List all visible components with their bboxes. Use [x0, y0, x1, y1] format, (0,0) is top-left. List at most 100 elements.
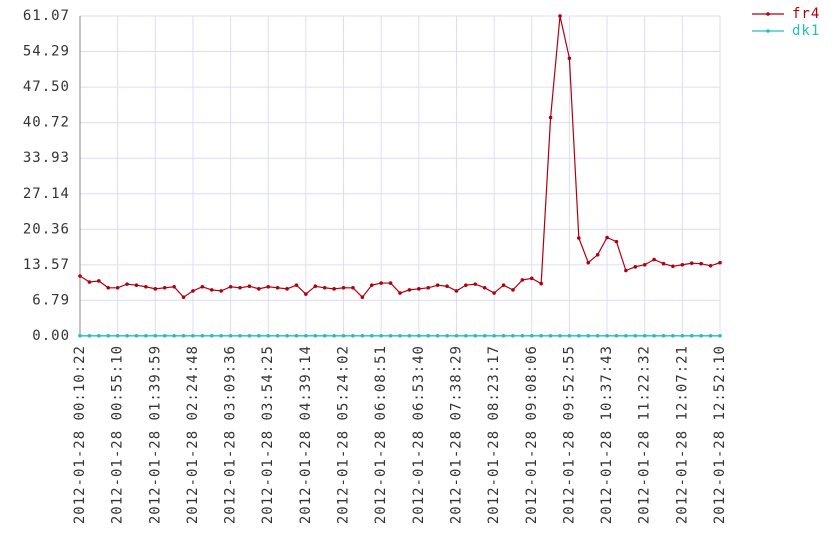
x-tick-label: 2012-01-28 06:08:51 — [373, 345, 389, 524]
data-point — [511, 333, 515, 338]
data-point — [341, 285, 346, 290]
data-point — [708, 333, 713, 338]
data-point — [191, 333, 195, 338]
data-point — [407, 333, 412, 338]
y-tick-label: 6.79 — [32, 292, 70, 308]
data-point — [341, 333, 346, 338]
data-point — [200, 333, 205, 338]
data-point — [209, 288, 214, 292]
data-point — [511, 288, 515, 292]
data-point — [454, 289, 459, 293]
data-point — [369, 333, 374, 338]
data-point — [228, 284, 233, 289]
data-point — [492, 333, 496, 338]
x-tick-label: 2012-01-28 06:53:40 — [411, 345, 427, 524]
data-point — [633, 265, 638, 269]
legend-label: fr4 — [792, 6, 820, 22]
data-point — [652, 257, 656, 262]
data-point — [624, 268, 628, 273]
data-point — [322, 333, 327, 338]
data-point — [699, 261, 703, 266]
x-tick-label: 2012-01-28 07:38:29 — [448, 345, 464, 524]
x-tick-label: 2012-01-28 09:08:06 — [524, 345, 540, 524]
data-point — [181, 295, 186, 300]
data-point — [106, 333, 111, 338]
data-point — [181, 333, 186, 338]
data-point — [558, 14, 562, 18]
data-point — [718, 260, 722, 265]
data-point — [539, 281, 543, 286]
data-point — [294, 333, 299, 338]
data-point — [191, 289, 195, 293]
data-point — [520, 333, 525, 338]
data-point — [219, 333, 223, 338]
x-tick-label: 2012-01-28 04:39:14 — [298, 345, 314, 524]
data-point — [398, 291, 402, 295]
data-point — [266, 333, 271, 338]
data-point — [106, 285, 111, 290]
x-tick-label: 2012-01-28 11:22:32 — [637, 345, 653, 524]
data-point — [671, 333, 675, 338]
x-tick-label: 2012-01-28 12:07:21 — [674, 345, 690, 524]
x-tick-label: 2012-01-28 08:23:17 — [486, 345, 502, 524]
data-point — [548, 115, 553, 120]
data-point — [464, 333, 468, 338]
data-point — [379, 281, 383, 285]
data-point — [652, 333, 656, 338]
data-point — [172, 284, 176, 289]
data-point — [360, 295, 365, 300]
data-point — [482, 333, 487, 338]
data-point — [313, 284, 318, 289]
data-point — [322, 285, 327, 290]
data-point — [482, 285, 487, 290]
legend-marker — [766, 29, 770, 33]
data-point — [257, 287, 261, 291]
data-point — [388, 333, 393, 338]
data-point — [558, 333, 562, 338]
data-point — [661, 261, 666, 266]
data-point — [398, 333, 402, 338]
data-point — [464, 283, 468, 287]
x-tick-label: 2012-01-28 05:24:02 — [336, 345, 352, 524]
data-point — [172, 333, 176, 338]
data-point — [144, 333, 148, 338]
data-point — [153, 333, 158, 338]
y-tick-label: 54.29 — [23, 44, 70, 60]
data-point — [680, 262, 685, 267]
data-point — [473, 282, 478, 286]
data-point — [661, 333, 666, 338]
data-point — [134, 333, 139, 338]
data-point — [708, 263, 713, 268]
data-point — [304, 292, 308, 296]
data-point — [332, 333, 336, 338]
data-point — [275, 285, 280, 290]
x-tick-label: 2012-01-28 01:39:59 — [147, 345, 163, 524]
legend-marker — [766, 12, 770, 16]
y-tick-label: 61.07 — [23, 8, 70, 24]
data-point — [642, 262, 647, 267]
data-point — [417, 333, 421, 338]
y-tick-label: 47.50 — [23, 79, 70, 95]
data-point — [548, 333, 553, 338]
data-point — [492, 291, 496, 295]
data-point — [473, 333, 478, 338]
data-point — [605, 235, 609, 240]
data-point — [238, 333, 242, 338]
data-point — [680, 333, 685, 338]
data-point — [134, 283, 139, 287]
y-tick-label: 40.72 — [23, 115, 70, 131]
y-tick-label: 20.36 — [23, 221, 70, 237]
data-point — [153, 287, 158, 291]
y-tick-label: 13.57 — [23, 257, 70, 273]
data-point — [454, 333, 459, 338]
data-point — [699, 333, 703, 338]
data-point — [247, 284, 252, 289]
y-tick-label: 0.00 — [32, 328, 70, 344]
data-point — [445, 333, 449, 338]
y-tick-label: 33.93 — [23, 150, 70, 166]
data-point — [162, 333, 167, 338]
data-point — [435, 333, 440, 338]
series-line — [79, 15, 721, 299]
data-point — [115, 285, 120, 290]
